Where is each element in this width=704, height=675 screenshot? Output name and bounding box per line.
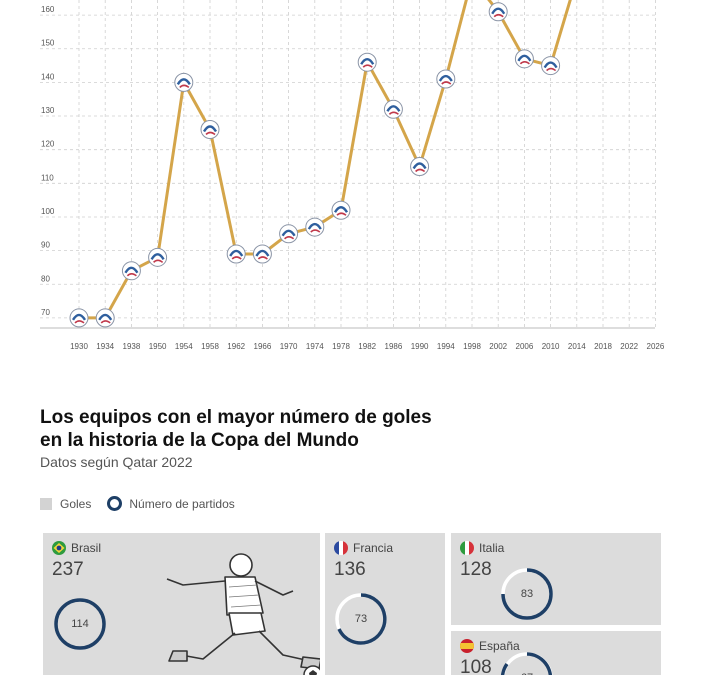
y-tick-label-7: 140 <box>41 72 55 81</box>
y-tick-label-1: 80 <box>41 274 50 283</box>
ball-marker-1990 <box>410 157 430 176</box>
ball-marker-2002 <box>488 2 508 22</box>
ball-marker-1966 <box>252 244 272 264</box>
matches-ring: 114 <box>52 596 108 652</box>
ball-marker-1978 <box>331 200 351 220</box>
ball-marker-1970 <box>279 224 299 244</box>
section-title-line1: Los equipos con el mayor número de goles <box>40 407 432 428</box>
matches-ring: 67 <box>499 650 555 675</box>
matches-count: 114 <box>71 618 89 630</box>
team-goals: 136 <box>334 559 366 580</box>
x-tick-label-8: 1970 <box>280 342 298 351</box>
ball-marker-1962 <box>226 244 246 264</box>
ball-marker-1938 <box>121 261 141 281</box>
x-tick-label-15: 1998 <box>463 342 481 351</box>
y-axis-ticks: 70 80 90 100 110 120 130 140 150 160 <box>41 5 55 317</box>
goals-line-chart: 70 80 90 100 110 120 130 140 150 160 1930 1934 1938… <box>40 0 665 351</box>
ball-marker-1986 <box>383 99 403 119</box>
ball-marker-1930 <box>69 308 89 328</box>
team-card-brasil: Brasil 237 114 <box>43 533 320 675</box>
x-tick-label-1: 1934 <box>96 342 114 351</box>
x-tick-label-3: 1950 <box>149 342 167 351</box>
ball-marker-1994 <box>436 69 456 89</box>
goals-legend-label: Goles <box>60 496 92 511</box>
y-tick-label-0: 70 <box>41 308 50 317</box>
y-tick-label-4: 110 <box>41 173 54 182</box>
x-tick-label-19: 2014 <box>568 342 586 351</box>
ball-marker-1974 <box>305 217 325 237</box>
y-tick-label-9: 160 <box>41 5 55 14</box>
y-tick-label-5: 120 <box>41 140 55 149</box>
x-tick-label-12: 1986 <box>385 342 403 351</box>
x-tick-label-11: 1982 <box>358 342 376 351</box>
goals-legend-swatch <box>40 497 52 510</box>
x-tick-label-9: 1974 <box>306 342 324 351</box>
team-name: Italia <box>479 541 505 555</box>
section-title: Los equipos con el mayor número de goles… <box>40 406 500 452</box>
matches-legend-label: Número de partidos <box>129 496 235 511</box>
ball-marker-1950 <box>148 247 168 267</box>
x-tick-label-5: 1958 <box>201 342 219 351</box>
x-tick-label-7: 1966 <box>254 342 272 351</box>
x-tick-label-10: 1978 <box>332 342 350 351</box>
section-title-line2: en la historia de la Copa del Mundo <box>40 430 359 451</box>
y-tick-label-8: 150 <box>41 39 55 48</box>
matches-legend-ring-icon <box>107 496 123 511</box>
ball-marker-2010 <box>541 56 561 76</box>
x-tick-label-21: 2022 <box>620 342 638 351</box>
matches-ring: 73 <box>333 591 389 647</box>
team-card-italia: Italia 128 83 <box>451 533 661 625</box>
ball-marker-1958 <box>200 119 220 139</box>
matches-count: 83 <box>520 588 534 600</box>
x-tick-label-2: 1938 <box>123 342 141 351</box>
x-tick-label-0: 1930 <box>70 342 88 351</box>
ball-marker-1954 <box>174 72 194 92</box>
matches-count: 67 <box>499 672 555 675</box>
brazil-flag-icon <box>52 541 66 555</box>
matches-ring: 83 <box>499 566 555 622</box>
series-line <box>79 0 572 320</box>
y-tick-label-2: 90 <box>41 241 50 250</box>
team-name: España <box>479 639 520 653</box>
ball-marker-1982 <box>357 52 377 72</box>
ball-marker-1934 <box>95 308 115 328</box>
team-name: Brasil <box>71 541 102 555</box>
section-subtitle: Datos según Qatar 2022 <box>40 454 193 470</box>
spain-flag-icon <box>460 639 474 653</box>
team-goals: 108 <box>460 657 492 675</box>
x-tick-label-22: 2026 <box>647 342 665 351</box>
x-axis-ticks: 1930 1934 1938 1950 1954 1958 1962 1966 1970 1974… <box>70 342 665 351</box>
legend: Goles Número de partidos <box>40 496 235 511</box>
x-tick-label-13: 1990 <box>411 342 429 351</box>
team-card-espana: España 108 67 <box>451 631 661 675</box>
matches-count: 73 <box>354 613 368 625</box>
y-tick-label-3: 100 <box>41 207 55 216</box>
football-player-illustration <box>166 553 320 675</box>
team-goals: 237 <box>52 559 84 580</box>
data-points <box>69 2 561 328</box>
x-tick-label-14: 1994 <box>437 342 455 351</box>
team-card-francia: Francia 136 73 <box>325 533 445 675</box>
team-goals: 128 <box>460 559 492 580</box>
italy-flag-icon <box>460 541 474 555</box>
x-tick-label-6: 1962 <box>227 342 245 351</box>
x-tick-label-4: 1954 <box>175 342 193 351</box>
team-name: Francia <box>353 541 394 555</box>
x-tick-label-17: 2006 <box>516 342 534 351</box>
y-tick-label-6: 130 <box>41 106 55 115</box>
x-tick-label-18: 2010 <box>542 342 560 351</box>
ball-marker-2006 <box>514 49 534 69</box>
france-flag-icon <box>334 541 348 555</box>
x-tick-label-16: 2002 <box>489 342 507 351</box>
x-tick-label-20: 2018 <box>594 342 612 351</box>
